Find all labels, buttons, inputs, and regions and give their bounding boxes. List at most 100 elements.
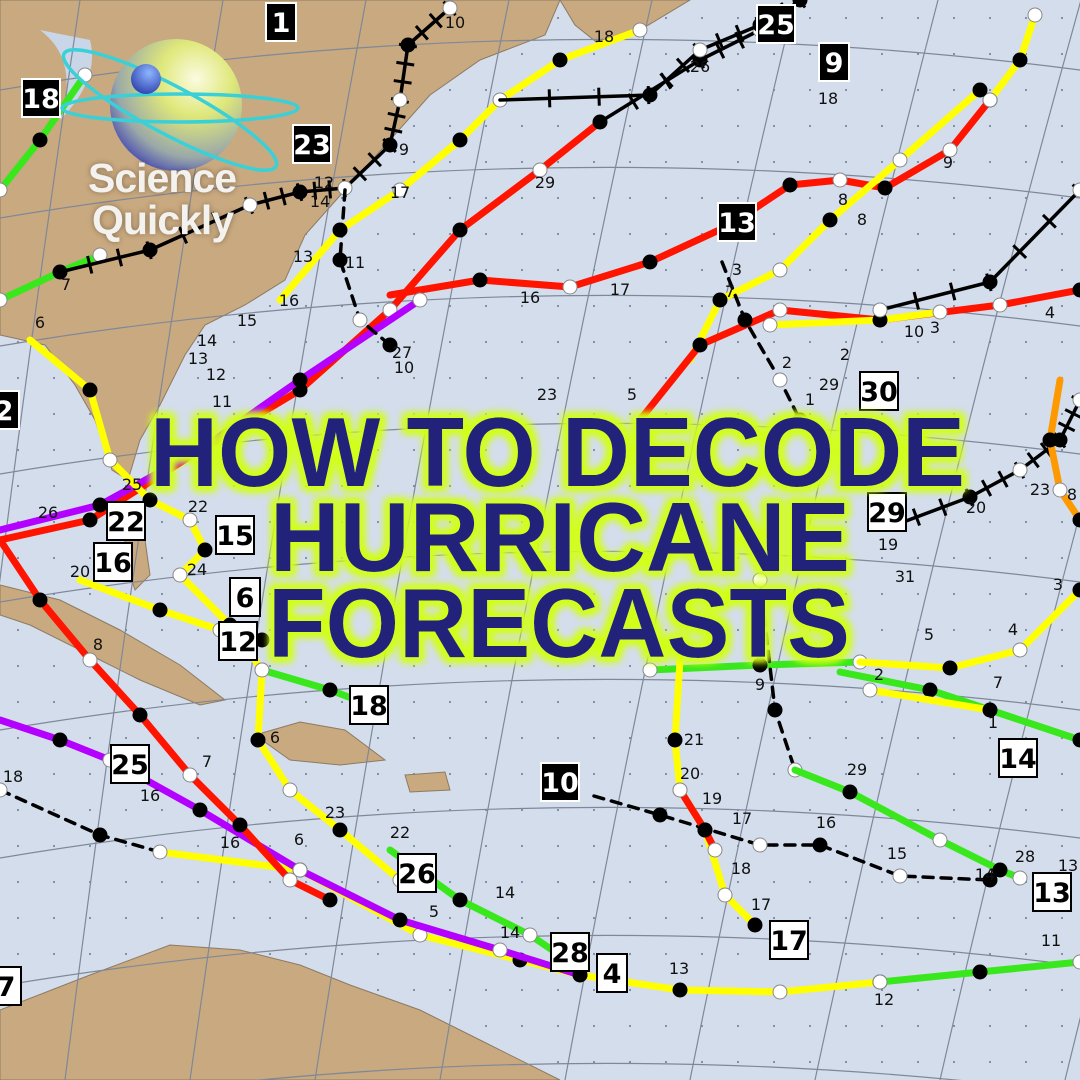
storm-track-cat3 bbox=[1046, 376, 1080, 524]
position-marker-12z bbox=[332, 822, 348, 838]
position-marker-12z bbox=[152, 602, 168, 618]
position-marker-12z bbox=[942, 660, 958, 676]
track-tick bbox=[210, 211, 222, 230]
position-marker-00z bbox=[1072, 182, 1080, 198]
day-label: 13 bbox=[669, 959, 689, 978]
land-polygon bbox=[253, 721, 387, 766]
day-label: 14 bbox=[495, 883, 515, 902]
day-label: 16 bbox=[140, 786, 160, 805]
track-tick bbox=[911, 508, 921, 527]
parallel-line bbox=[0, 294, 1080, 347]
position-marker-00z bbox=[192, 442, 208, 458]
headline-line-3: FORECASTS bbox=[268, 568, 850, 678]
meridian-line bbox=[814, 1, 1080, 1080]
position-marker-12z bbox=[822, 212, 838, 228]
position-marker-12z bbox=[322, 892, 338, 908]
day-label: 6 bbox=[270, 728, 280, 747]
position-marker-12z bbox=[972, 82, 988, 98]
position-marker-12z bbox=[812, 837, 828, 853]
day-label: 28 bbox=[1015, 847, 1035, 866]
position-marker-12z bbox=[254, 632, 270, 648]
storm-number-label: 10 bbox=[540, 762, 580, 802]
storm-number: 1 bbox=[272, 8, 291, 39]
storm-track-hurricane bbox=[386, 96, 994, 299]
position-marker-12z bbox=[1072, 512, 1080, 528]
storm-number: 28 bbox=[551, 938, 589, 969]
meridian-line bbox=[939, 511, 1080, 1080]
day-label: 8 bbox=[857, 210, 867, 229]
position-marker-12z bbox=[992, 862, 1008, 878]
position-marker-00z bbox=[752, 572, 768, 588]
storm-track-hurricane bbox=[636, 286, 1080, 424]
day-label: 16 bbox=[520, 288, 540, 307]
position-marker-12z bbox=[747, 917, 763, 933]
position-marker-00z bbox=[992, 297, 1008, 313]
day-label: 10 bbox=[904, 322, 924, 341]
storm-number-label: 15 bbox=[215, 515, 255, 555]
position-marker-00z bbox=[642, 662, 658, 678]
science-quickly-logo bbox=[60, 39, 300, 172]
position-marker-12z bbox=[1042, 432, 1058, 448]
logo-text-quickly: Quickly bbox=[92, 197, 234, 243]
label-box bbox=[818, 42, 850, 82]
position-marker-12z bbox=[712, 292, 728, 308]
storm-number-label: 18 bbox=[21, 78, 61, 118]
position-marker-00z bbox=[692, 42, 708, 58]
day-label: 14 bbox=[197, 331, 217, 350]
day-label: 2 bbox=[782, 353, 792, 372]
day-label: 8 bbox=[93, 635, 103, 654]
storm-number-label: 14 bbox=[998, 738, 1038, 778]
storm-number-label: 28 bbox=[550, 932, 590, 972]
storm-number: 25 bbox=[757, 10, 795, 41]
day-label: 10 bbox=[445, 13, 465, 32]
position-marker-12z bbox=[32, 592, 48, 608]
storm-track-depression bbox=[836, 668, 1080, 744]
day-label: 20 bbox=[966, 498, 986, 517]
label-box bbox=[93, 542, 133, 582]
track-tick bbox=[1012, 244, 1028, 260]
track-tick bbox=[396, 60, 415, 67]
track-tick bbox=[387, 111, 406, 119]
day-label: 2 bbox=[840, 345, 850, 364]
day-label: 17 bbox=[751, 895, 771, 914]
position-marker-12z bbox=[322, 682, 338, 698]
position-marker-00z bbox=[772, 984, 788, 1000]
position-marker-12z bbox=[982, 274, 998, 290]
parallel-line bbox=[0, 422, 1080, 475]
position-marker-00z bbox=[1052, 482, 1068, 498]
day-label: 13 bbox=[293, 247, 313, 266]
meridian-line bbox=[439, 0, 653, 1080]
position-marker-12z bbox=[642, 87, 658, 103]
storm-track-storm bbox=[866, 686, 994, 714]
label-box bbox=[265, 2, 297, 42]
storm-number: 22 bbox=[107, 507, 145, 538]
storm-number: 15 bbox=[216, 521, 254, 552]
storm-number: 18 bbox=[22, 84, 60, 115]
lake bbox=[40, 30, 92, 120]
storm-track-remnant bbox=[720, 260, 802, 422]
position-marker-12z bbox=[752, 657, 768, 673]
day-label: 29 bbox=[535, 173, 555, 192]
storm-number: 2 bbox=[0, 396, 13, 427]
track-tick bbox=[177, 226, 189, 244]
position-marker-12z bbox=[842, 784, 858, 800]
label-box bbox=[110, 744, 150, 784]
day-label: 4 bbox=[1008, 620, 1018, 639]
storm-number-label: 25 bbox=[110, 744, 150, 784]
position-marker-00z bbox=[772, 372, 788, 388]
position-marker-00z bbox=[82, 652, 98, 668]
storm-track-remnant bbox=[338, 188, 392, 347]
storm-number: 14 bbox=[999, 744, 1037, 775]
position-marker-00z bbox=[0, 782, 8, 798]
day-label: 24 bbox=[187, 560, 207, 579]
storm-number-label: 29 bbox=[867, 492, 907, 532]
position-marker-00z bbox=[562, 279, 578, 295]
label-box bbox=[1032, 872, 1072, 912]
storm-number-label: 25 bbox=[756, 4, 796, 44]
position-marker-12z bbox=[672, 982, 688, 998]
storm-number-label: 4 bbox=[596, 953, 628, 993]
position-marker-00z bbox=[282, 872, 298, 888]
position-marker-12z bbox=[692, 337, 708, 353]
label-box bbox=[867, 492, 907, 532]
day-label: 18 bbox=[594, 27, 614, 46]
